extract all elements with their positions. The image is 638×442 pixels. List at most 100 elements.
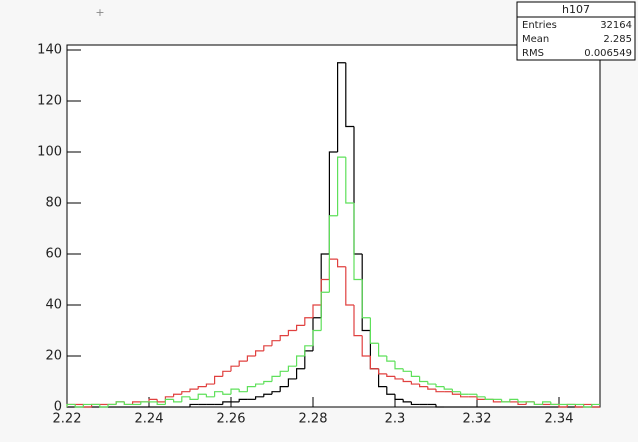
histogram-bin [583,404,592,408]
x-tick-label: 2.24 [135,412,164,427]
histogram-bin [378,368,387,388]
histogram-bin [66,403,76,407]
stats-box [516,1,636,61]
x-tick-label: 2.28 [299,412,328,427]
histogram-bin [574,404,584,408]
histogram-bin [287,365,297,372]
histogram-bin [246,386,256,392]
histogram-bin [271,391,281,395]
histogram-bin [345,157,354,204]
histogram-bin [271,375,281,382]
cursor-mark: + [95,6,104,19]
histogram-bin [99,404,108,408]
histogram-bin [181,391,190,395]
histogram-bin [378,343,387,357]
histogram-bin [501,399,510,403]
histogram-bin [402,378,412,383]
y-tick-label: 60 [45,247,62,262]
histogram-bin [435,404,445,408]
y-tick-label: 140 [37,43,62,58]
histogram-bin [345,266,354,306]
stats-title: h107 [562,3,590,16]
histogram-bin [132,401,141,405]
stats-value: 32164 [600,20,632,31]
histogram-bin [386,386,395,395]
histogram-bin [156,401,166,406]
histogram-bin [509,398,518,402]
histogram-bin [255,396,264,400]
histogram-bin [181,396,190,402]
histogram-bin [271,340,281,346]
histogram-bin [123,401,133,406]
histogram-bin [386,356,395,362]
y-tick-label: 100 [37,145,62,160]
histogram-bin [296,324,305,331]
histogram-bin [173,393,182,397]
histogram-bin [410,401,420,406]
histogram-bin [394,376,404,380]
histogram-bin [460,394,469,398]
histogram-bin [74,404,84,408]
histogram-bin [238,360,248,367]
histogram-bin [263,380,272,385]
histogram-bin [402,399,412,403]
x-tick-label: 2.34 [545,412,574,427]
histogram-bin [402,368,412,372]
histogram-bin [550,401,559,406]
histogram-bin [205,394,215,398]
histogram-bin [419,376,428,383]
histogram-bin [476,396,486,400]
histogram-bin [337,62,346,152]
histogram-bin [410,381,420,385]
histogram-bin [222,401,231,405]
stats-value: 2.285 [603,34,632,45]
stats-label: Mean [522,34,549,45]
histogram-bin [361,335,371,357]
histogram-bin [353,305,363,337]
histogram-bin [427,381,436,385]
histogram-bin [378,368,387,375]
histogram-bin [148,398,158,402]
stats-label: RMS [522,48,544,59]
histogram-bin [238,389,248,393]
histogram-bin [312,304,322,318]
histogram-bin [337,156,346,216]
histogram-bin [451,389,461,393]
histogram-bin [230,365,240,372]
histogram-bin [173,399,182,403]
x-tick-label: 2.32 [463,412,492,427]
histogram-bin [361,279,371,319]
histogram-bin [197,386,207,390]
histogram-bin [394,394,404,400]
histogram-bin [296,368,305,379]
histogram-bin [492,399,502,403]
histogram-bin [205,383,215,387]
histogram-bin [189,388,199,392]
histogram-bin [542,401,551,405]
histogram-bin [328,215,338,293]
histogram-bin [443,386,453,390]
histogram-bin [337,259,346,268]
histogram-bin [279,386,289,392]
histogram-bin [320,291,330,331]
plot-frame [66,44,601,408]
histogram-bin [214,391,223,397]
histogram-bin [296,355,305,367]
histogram-bin [451,391,461,395]
x-tick-label: 2.26 [217,412,246,427]
histogram-bin [279,370,289,377]
histogram-bin [353,203,363,281]
histogram-bin [197,393,207,400]
histogram-bin [533,401,543,406]
histogram-bin [369,356,379,370]
histogram-bin [435,384,445,388]
histogram-bin [222,391,231,395]
histogram-bin [279,335,289,341]
histogram-bin [238,398,248,402]
histogram-bin [255,383,264,387]
histogram-bin [222,370,231,377]
histogram-bin [419,384,428,388]
histogram-bin [460,391,469,395]
